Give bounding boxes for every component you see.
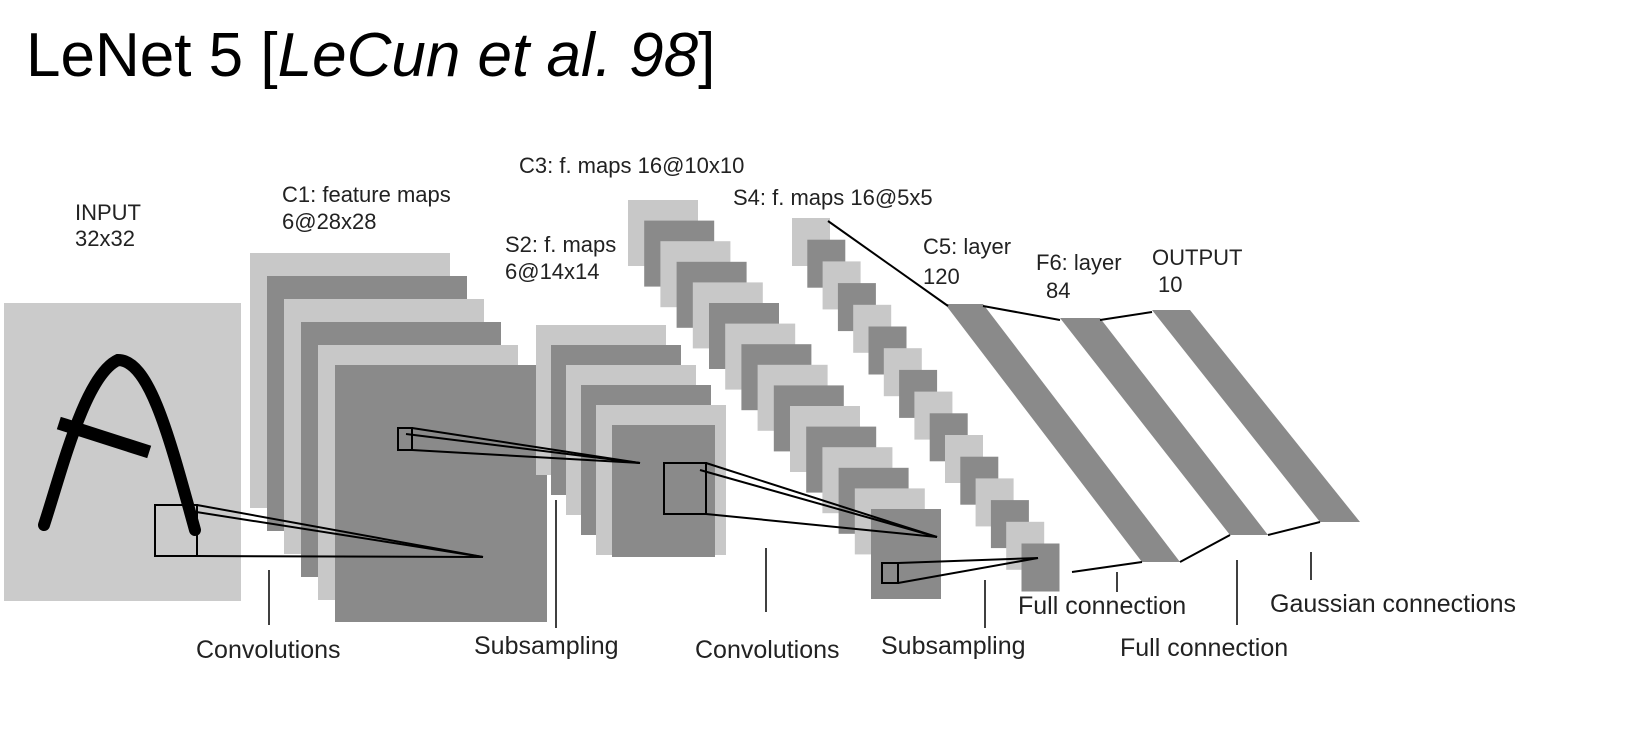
c1-map-6 — [335, 365, 547, 622]
link-c5-f6-bottom — [1179, 534, 1231, 563]
proj-input-c1-top — [196, 504, 484, 558]
operation-ticks — [268, 500, 1312, 628]
f6-label-line1: F6: layer — [1036, 250, 1122, 275]
s4-map-16 — [1021, 543, 1060, 592]
op-convolutions-1: Convolutions — [196, 636, 341, 664]
title-close: ] — [698, 21, 716, 90]
output-layer — [1152, 310, 1360, 522]
output-label-line1: OUTPUT — [1152, 245, 1242, 270]
handwritten-a-crossbar — [56, 416, 152, 459]
page-title: LeNet 5 [LeCun et al. 98] — [26, 20, 715, 91]
s2-receptive-field — [663, 462, 707, 515]
proj-c1-s2-bottom — [411, 449, 641, 464]
s4-feature-maps — [792, 218, 1060, 592]
handwritten-a-stroke — [38, 353, 201, 536]
s2-label-line2: 6@14x14 — [505, 259, 600, 284]
f6-layer — [1060, 318, 1268, 535]
input-image — [4, 303, 241, 601]
s2-label-line1: S2: f. maps — [505, 232, 616, 257]
c5-label-line1: C5: layer — [923, 234, 1011, 259]
proj-c1-s2-top — [411, 427, 641, 464]
proj-c3-s4-top — [897, 557, 1039, 564]
output-label-line2: 10 — [1158, 272, 1182, 297]
c3-map-16 — [871, 509, 941, 599]
proj-s2-c3-bottom — [705, 513, 938, 538]
input-label-line2: 32x32 — [75, 226, 135, 251]
connection-lines — [189, 220, 1321, 584]
link-s4-c5 — [827, 220, 949, 307]
c1-receptive-field — [397, 427, 413, 451]
c5-layer — [945, 304, 1180, 562]
op-subsampling-2: Subsampling — [881, 632, 1026, 660]
link-s4-c5-bottom — [1071, 561, 1143, 573]
c5-label-line2: 120 — [923, 264, 960, 289]
op-full-connection-2: Full connection — [1120, 634, 1288, 662]
proj-input-c1-inner — [189, 510, 484, 558]
link-f6-out-bottom — [1267, 521, 1321, 536]
link-c5-f6-top — [982, 305, 1061, 321]
f6-label-line2: 84 — [1046, 278, 1070, 303]
title-main: LeNet 5 [ — [26, 21, 278, 90]
proj-c3-s4-bottom — [897, 557, 1039, 584]
c3-receptive-field — [881, 562, 899, 584]
input-label-line1: INPUT — [75, 200, 141, 225]
proj-s2-c3-inner — [699, 469, 938, 538]
proj-input-c1-bottom — [196, 555, 484, 558]
proj-s2-c3-top — [705, 462, 938, 538]
op-convolutions-2: Convolutions — [695, 636, 840, 664]
proj-c1-s2-inner — [405, 433, 641, 464]
op-gaussian-connections: Gaussian connections — [1270, 590, 1516, 618]
s4-label: S4: f. maps 16@5x5 — [733, 185, 933, 210]
title-citation: LeCun et al. 98 — [277, 21, 699, 90]
op-subsampling-1: Subsampling — [474, 632, 619, 660]
op-full-connection-1: Full connection — [1018, 592, 1186, 620]
c1-label-line1: C1: feature maps — [282, 182, 451, 207]
input-receptive-field — [154, 504, 198, 557]
c1-label-line2: 6@28x28 — [282, 209, 377, 234]
c3-feature-maps — [628, 200, 941, 599]
link-f6-out-top — [1099, 311, 1153, 321]
s2-feature-maps — [536, 325, 726, 557]
c3-label: C3: f. maps 16@10x10 — [519, 153, 744, 178]
